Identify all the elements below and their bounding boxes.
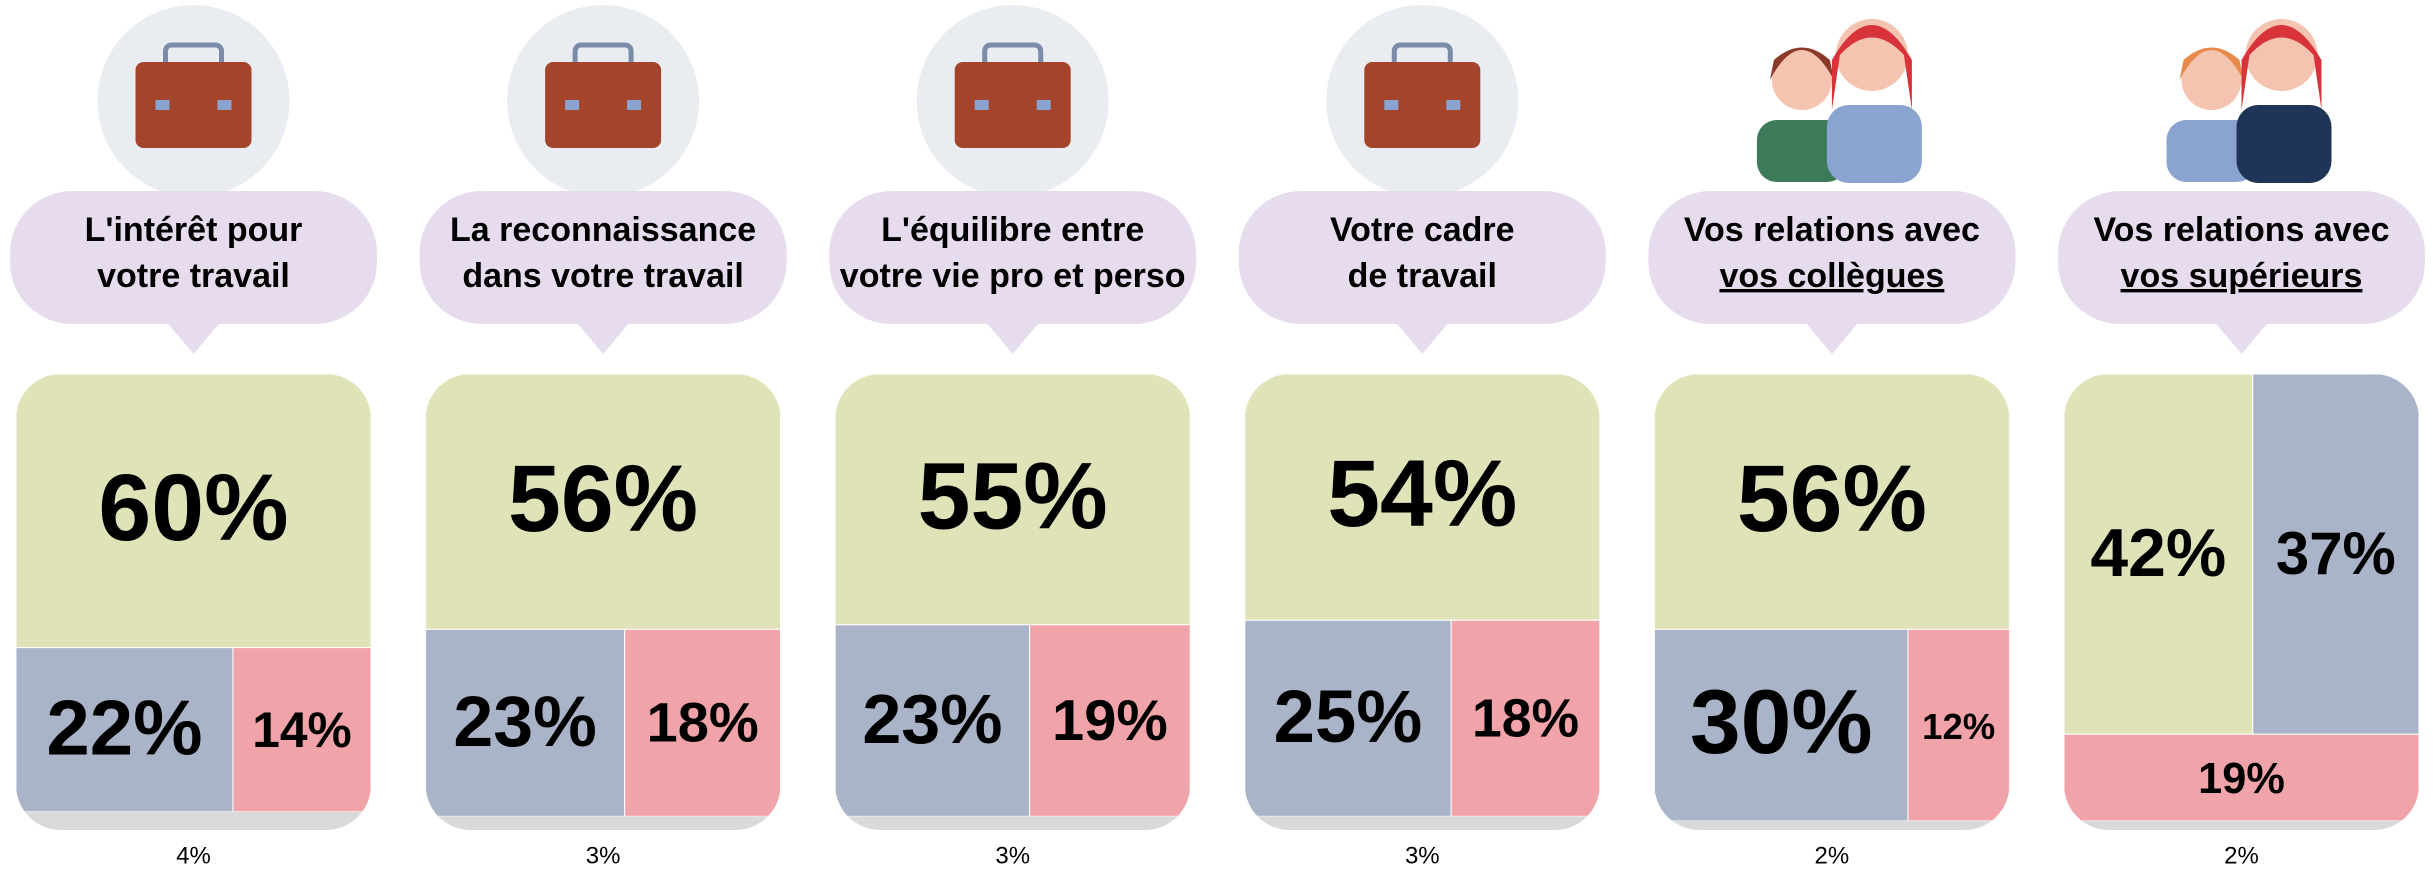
category-title: votre travail [97,257,290,295]
segment-label: 56% [1737,446,1927,552]
category-title: vos supérieurs [2121,257,2363,295]
category-title: votre vie pro et perso [840,257,1186,295]
treemap: 54% 25% 18% [1245,374,1600,830]
speech-bubble-pointer [1806,323,1858,354]
segment [1245,816,1600,830]
segment [835,816,1190,830]
briefcase-lock [1446,100,1460,110]
infographic: L'intérêt pour votre travail 60% 22% 14% 4% La… [0,0,2433,879]
briefcase-lock [156,100,170,110]
speech-bubble-pointer [1396,323,1448,354]
category-title: Votre cadre [1330,211,1515,249]
segment-label: 30% [1690,671,1873,773]
treemap: 56% 23% 18% [426,374,781,830]
category-title: L'équilibre entre [881,211,1144,249]
segment [426,816,781,830]
category-title: vos collègues [1719,257,1944,295]
small-segment-label: 3% [995,842,1030,869]
speech-bubble-pointer [2216,323,2268,354]
small-segment-label: 3% [1405,842,1440,869]
briefcase-lock [1384,100,1398,110]
segment-label: 25% [1274,675,1423,758]
speech-bubble-pointer [577,323,629,354]
segment-label: 56% [508,446,698,552]
segment-label: 12% [1922,706,1995,747]
segment-label: 19% [1052,689,1168,753]
briefcase-lock [627,100,641,110]
segment [2064,821,2419,830]
segment [16,812,371,830]
people-icon [1757,19,1922,183]
small-segment-label: 2% [1815,842,1850,869]
category-title: de travail [1348,257,1497,295]
small-segment-label: 3% [586,842,621,869]
briefcase [136,62,252,148]
page: L'intérêt pour votre travail 60% 22% 14% 4% La… [0,0,2433,879]
category-title: Vos relations avec [1684,211,1980,249]
segment-label: 19% [2198,755,2285,803]
segment-label: 55% [918,443,1108,549]
speech-bubble-pointer [168,323,220,354]
segment-label: 22% [46,683,202,771]
category-title: Vos relations avec [2093,211,2389,249]
briefcase [1364,62,1480,148]
speech-bubble-pointer [987,323,1039,354]
treemap: 55% 23% 19% [835,374,1190,830]
briefcase [545,62,661,148]
treemap: 60% 22% 14% [16,374,371,830]
small-segment-label: 4% [176,842,211,869]
treemap: 56% 30% 12% [1654,374,2009,830]
segment-label: 42% [2090,516,2226,591]
briefcase-lock [975,100,989,110]
segment-label: 18% [1472,689,1579,748]
segment-label: 54% [1327,441,1517,547]
people-icon [2167,19,2332,183]
briefcase-lock [565,100,579,110]
briefcase [955,62,1071,148]
segment-label: 60% [98,455,288,561]
segment-label: 18% [647,691,759,754]
segment-label: 23% [453,682,596,762]
treemap: 42% 37% 19% [2064,374,2419,830]
briefcase-lock [1037,100,1051,110]
segment-label: 14% [252,702,351,758]
segment-label: 23% [862,680,1002,758]
category-title: dans votre travail [462,257,744,295]
category-title: L'intérêt pour [85,211,303,249]
segment-label: 37% [2276,520,2396,587]
segment [1654,821,2009,830]
body [2237,105,2332,183]
briefcase-lock [218,100,232,110]
category-title: La reconnaissance [450,211,756,249]
small-segment-label: 2% [2224,842,2259,869]
body [1827,105,1922,183]
